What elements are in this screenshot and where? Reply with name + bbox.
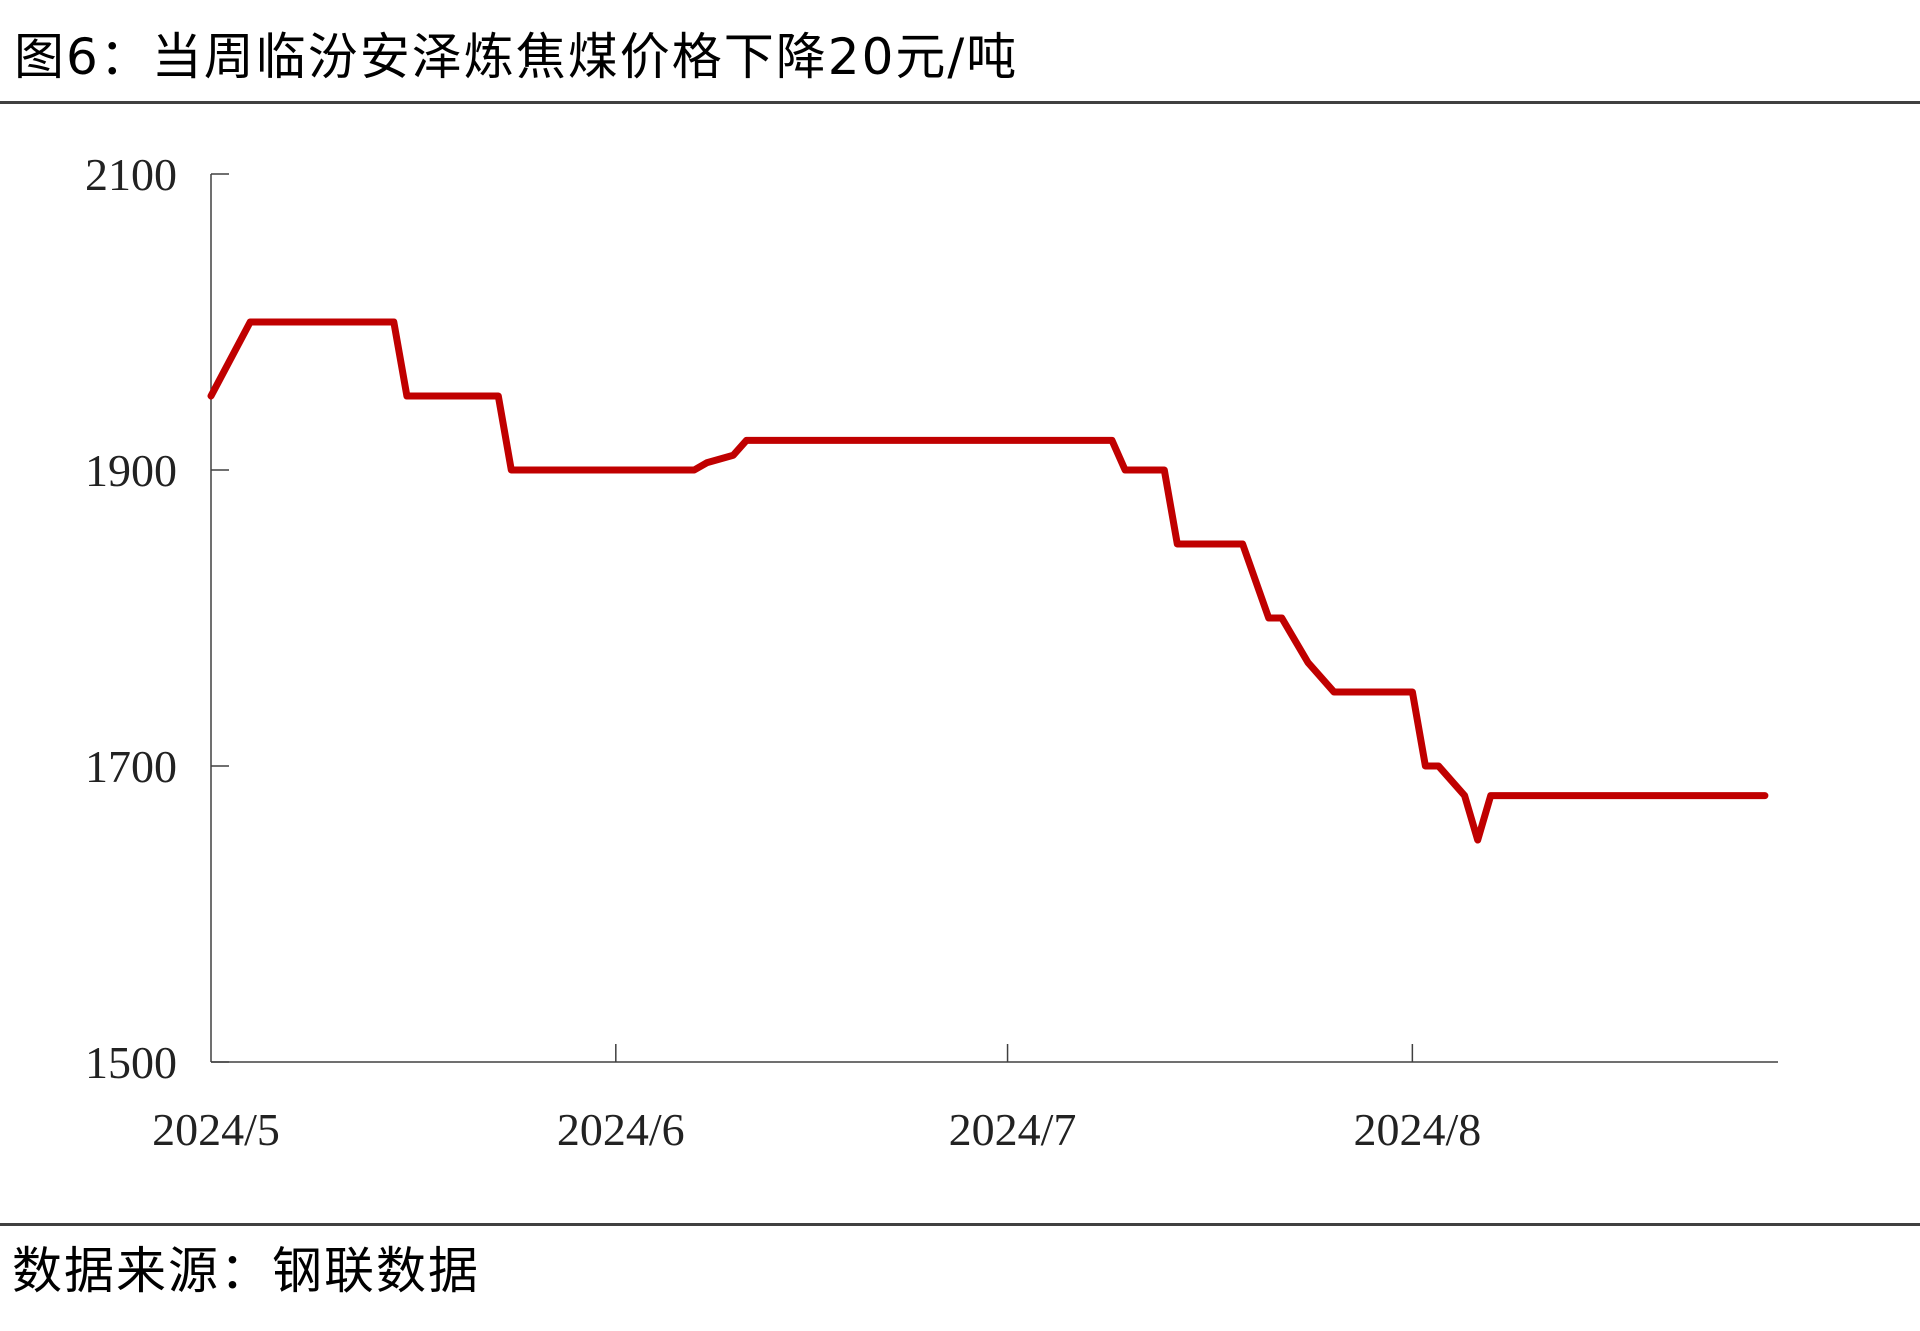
- chart-series: [207, 318, 1769, 844]
- x-tick-label: 2024/8: [1353, 1104, 1481, 1155]
- bottom-divider: [0, 1223, 1920, 1226]
- x-tick-label: 2024/5: [152, 1104, 280, 1155]
- x-axis-ticks: 2024/5 2024/6 2024/7 2024/8: [152, 1044, 1481, 1155]
- figure-title: 图6：当周临汾安泽炼焦煤价格下降20元/吨: [14, 28, 1019, 86]
- x-tick-label: 2024/6: [557, 1104, 685, 1155]
- x-tick-label: 2024/7: [949, 1104, 1077, 1155]
- source-note: 数据来源：钢联数据: [12, 1242, 480, 1300]
- y-tick-label: 2100: [85, 149, 177, 200]
- y-tick-label: 1900: [85, 445, 177, 496]
- series-line-0: [207, 318, 1769, 844]
- y-tick-label: 1700: [85, 741, 177, 792]
- chart-axes: [210, 174, 1778, 1063]
- y-tick-label: 1500: [85, 1037, 177, 1088]
- top-divider: [0, 101, 1920, 104]
- y-axis-ticks: 2100 1900 1700 1500: [85, 149, 229, 1088]
